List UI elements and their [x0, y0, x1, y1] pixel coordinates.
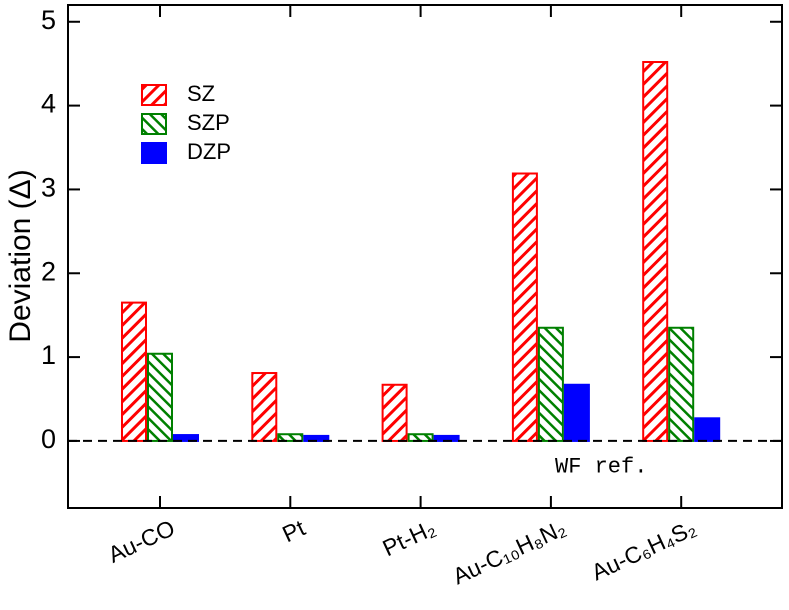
x-tick-label: Pt-H₂ [379, 514, 440, 561]
bar [537, 326, 564, 442]
y-tick-label: 5 [41, 5, 56, 35]
reference-label: WF ref. [555, 455, 647, 480]
plot-frame [67, 4, 783, 509]
bar [694, 417, 721, 442]
bar [147, 352, 173, 442]
legend-swatch [141, 113, 167, 135]
bar [121, 301, 147, 442]
bar [642, 61, 669, 442]
bar [407, 433, 434, 442]
bar [381, 383, 408, 442]
legend-swatch [141, 142, 167, 164]
y-axis-label: Deviation (Δ) [4, 169, 37, 342]
x-tick-label: Pt [278, 514, 309, 547]
bar [668, 326, 695, 442]
x-tick-label: Au-CO [104, 514, 179, 567]
y-tick-label: 1 [41, 340, 56, 370]
bar [173, 434, 199, 442]
bar [511, 172, 538, 442]
y-tick-label: 0 [41, 424, 56, 454]
x-tick-label: Au-C₆H₄S₂ [587, 514, 699, 585]
x-tick-label: Au-C₁₀H₈N₂ [449, 514, 570, 589]
legend-label: SZP [187, 110, 230, 135]
legend-label: SZ [187, 81, 215, 106]
y-tick-label: 2 [41, 256, 56, 286]
legend-label: DZP [187, 139, 231, 164]
bar [251, 372, 278, 442]
bar [563, 383, 590, 442]
y-tick-label: 3 [41, 173, 56, 203]
y-tick-label: 4 [41, 89, 56, 119]
legend-swatch [141, 84, 167, 106]
bar [277, 433, 304, 442]
